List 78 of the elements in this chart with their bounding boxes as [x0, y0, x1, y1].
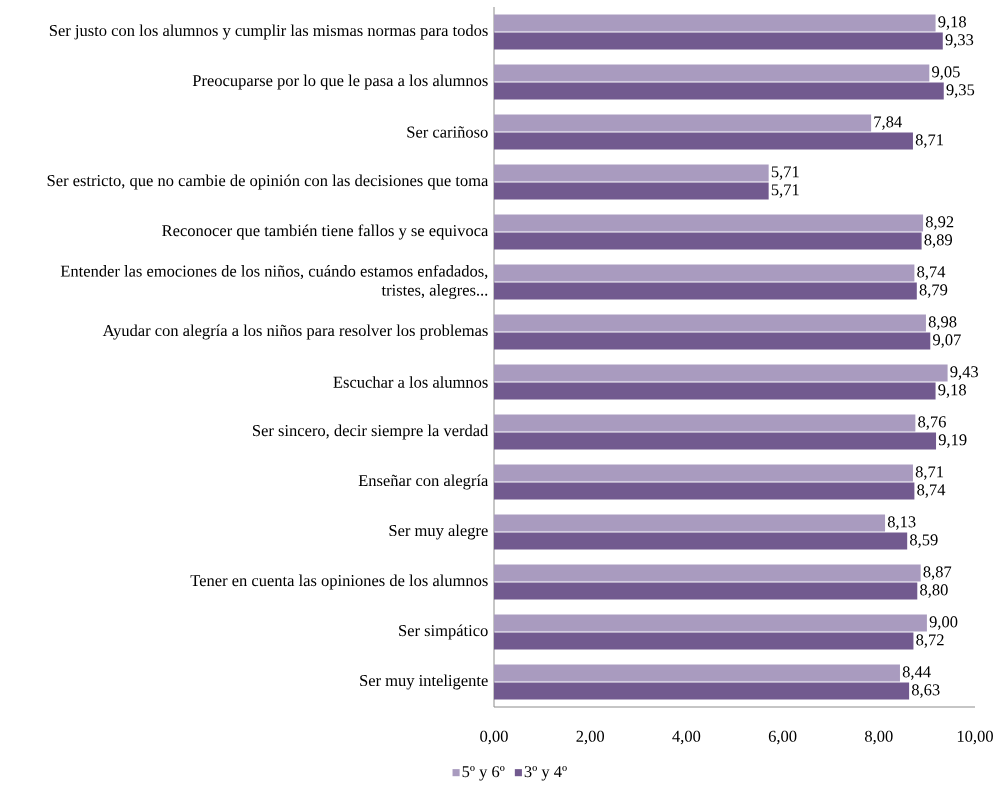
data-label: 8,89	[924, 234, 953, 248]
data-label: 9,18	[938, 16, 967, 30]
y-tick-label: Ser muy alegre	[389, 524, 488, 540]
legend-label: 5º y 6º	[462, 766, 505, 781]
data-label: 8,71	[915, 134, 944, 148]
data-label: 8,59	[910, 534, 938, 548]
data-label: 8,71	[915, 466, 944, 480]
data-label: 9,33	[945, 34, 974, 48]
y-tick-label: Enseñar con alegría	[358, 474, 489, 490]
x-tick-label: 8,00	[864, 730, 893, 745]
bar	[494, 182, 769, 200]
data-label: 5,71	[771, 166, 799, 180]
y-tick-label: Tener en cuenta las opiniones de los alumnos	[190, 574, 488, 590]
bar	[494, 514, 886, 532]
bar	[494, 682, 910, 700]
bar	[494, 432, 937, 450]
bar	[494, 364, 948, 382]
data-label: 9,00	[929, 616, 958, 630]
x-tick-label: 2,00	[576, 730, 605, 745]
bar	[494, 314, 926, 332]
bar	[494, 32, 943, 50]
data-label: 9,19	[938, 434, 967, 448]
data-label: 8,87	[923, 566, 952, 580]
data-label: 8,79	[919, 284, 948, 298]
bar	[494, 164, 769, 182]
bar	[494, 464, 913, 482]
data-label: 9,05	[932, 66, 960, 80]
data-label: 8,76	[918, 416, 946, 430]
y-tick-label: Ayudar con alegría a los niños para resolver los problemas	[102, 324, 488, 340]
bar	[494, 582, 918, 600]
data-label: 8,63	[911, 684, 940, 698]
y-tick-label: Ser justo con los alumnos y cumplir las mismas normas para todos	[49, 24, 488, 40]
x-tick-label: 10,00	[957, 730, 993, 745]
bar	[494, 614, 927, 632]
bar	[494, 14, 936, 32]
x-tick-label: 4,00	[672, 730, 701, 745]
bar	[494, 632, 914, 650]
data-label: 8,72	[916, 634, 944, 648]
bar	[494, 414, 916, 432]
x-tick-label: 0,00	[480, 730, 508, 745]
data-label: 7,84	[874, 116, 902, 130]
bar	[494, 482, 915, 500]
data-label: 9,43	[950, 366, 979, 380]
data-label: 9,35	[946, 84, 975, 98]
y-tick-label: Escuchar a los alumnos	[333, 376, 488, 388]
bar	[494, 564, 921, 582]
x-tick-label: 6,00	[768, 730, 797, 745]
bar	[494, 664, 900, 682]
bar	[494, 332, 931, 350]
bar	[494, 264, 915, 282]
y-tick-label: Ser estricto, que no cambie de opinión con las decisiones que toma	[47, 174, 489, 190]
data-label: 8,98	[928, 316, 957, 330]
y-tick-label: Ser sincero, decir siempre la verdad	[253, 424, 489, 440]
y-tick-label: Entender las emociones de los niños, cuándo estamos enfadados, tristes, alegres...	[60, 264, 488, 300]
data-label: 5,71	[771, 184, 799, 198]
data-label: 8,74	[917, 266, 946, 280]
data-label: 8,74	[917, 484, 946, 498]
bar	[494, 382, 936, 400]
data-label: 8,92	[925, 216, 954, 230]
data-label: 8,80	[920, 584, 948, 598]
data-label: 8,13	[887, 516, 916, 530]
y-tick-label: Ser simpático	[399, 624, 488, 640]
bar	[494, 114, 872, 132]
y-tick-label: Ser muy inteligente	[360, 674, 488, 690]
bar	[494, 214, 924, 232]
data-label: 8,44	[902, 666, 931, 680]
y-tick-label: Ser cariñoso	[407, 126, 488, 138]
data-label: 9,18	[938, 384, 967, 398]
y-tick-label: Reconocer que también tiene fallos y se equivoca	[162, 224, 489, 240]
bar	[494, 64, 930, 82]
data-label: 9,07	[933, 334, 961, 348]
bar	[494, 282, 917, 300]
bar	[494, 132, 913, 150]
bar	[494, 82, 944, 100]
bar	[494, 232, 922, 250]
legend-label: 3º y 4º	[524, 766, 567, 781]
bar	[494, 532, 908, 550]
y-tick-label: Preocuparse por lo que le pasa a los alumnos	[192, 74, 488, 90]
